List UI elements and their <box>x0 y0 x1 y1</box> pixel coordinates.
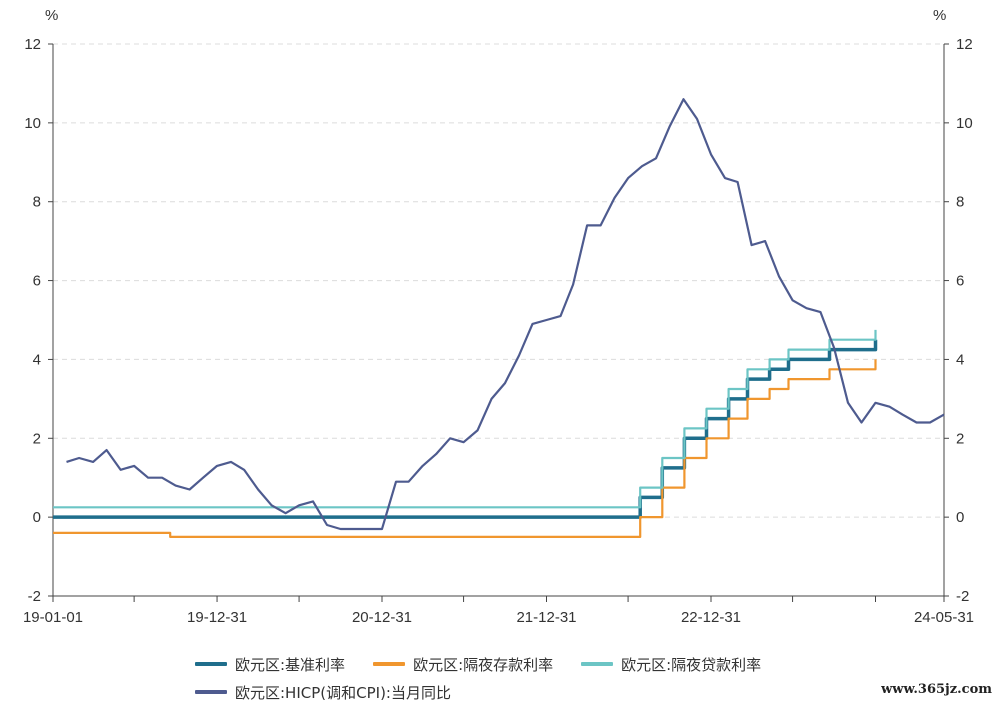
right-y-tick-label: 0 <box>956 509 964 526</box>
legend-label-deposit-rate: 欧元区:隔夜存款利率 <box>413 655 554 674</box>
series-line-3 <box>66 98 945 531</box>
left-y-tick-label: -2 <box>28 588 41 605</box>
legend-swatch-deposit-rate <box>373 662 406 666</box>
right-y-tick-label: 12 <box>956 36 973 53</box>
legend-item-lending-rate: 欧元区:隔夜贷款利率 <box>581 654 761 675</box>
legend: 欧元区:基准利率 欧元区:隔夜存款利率 欧元区:隔夜贷款利率 欧元区:HICP(… <box>195 650 955 706</box>
right-y-tick-label: 8 <box>956 194 964 211</box>
right-y-tick-label: 10 <box>956 115 973 132</box>
legend-row-1: 欧元区:基准利率 欧元区:隔夜存款利率 欧元区:隔夜贷款利率 <box>195 650 955 678</box>
left-y-tick-label: 0 <box>33 509 41 526</box>
right-y-tick-label: 6 <box>956 273 964 290</box>
legend-label-lending-rate: 欧元区:隔夜贷款利率 <box>621 655 762 674</box>
series-line-1 <box>53 359 877 539</box>
right-y-tick-label: 4 <box>956 351 964 368</box>
legend-swatch-lending-rate <box>581 662 614 666</box>
series-lines <box>53 98 945 539</box>
gridlines <box>53 43 944 597</box>
series-line-0 <box>53 339 878 519</box>
x-tick-label: 22-12-31 <box>681 609 741 626</box>
x-tick-label: 19-01-01 <box>23 609 83 626</box>
x-tick-label: 24-05-31 <box>914 609 974 626</box>
legend-row-2: 欧元区:HICP(调和CPI):当月同比 <box>195 678 955 706</box>
left-y-tick-label: 8 <box>33 194 41 211</box>
series-line-2 <box>53 329 877 509</box>
legend-swatch-hicp <box>195 690 227 694</box>
legend-swatch-benchmark-rate <box>195 662 227 666</box>
left-y-tick-label: 6 <box>33 273 41 290</box>
legend-label-benchmark-rate: 欧元区:基准利率 <box>235 655 346 674</box>
legend-item-hicp: 欧元区:HICP(调和CPI):当月同比 <box>195 682 451 703</box>
axis-labels: -2 -2 0 0 2 2 4 4 6 6 8 8 10 10 12 12 19-01-01 19-12-31 20… <box>23 36 974 626</box>
legend-label-hicp: 欧元区:HICP(调和CPI):当月同比 <box>235 683 451 702</box>
right-axis-unit: % <box>933 7 946 24</box>
left-y-tick-label: 12 <box>24 36 41 53</box>
watermark: www.365jz.com <box>881 682 992 697</box>
x-tick-label: 19-12-31 <box>187 609 247 626</box>
left-axis-unit: % <box>45 7 58 24</box>
left-y-tick-label: 4 <box>33 351 41 368</box>
x-tick-label: 21-12-31 <box>516 609 576 626</box>
left-y-tick-label: 10 <box>24 115 41 132</box>
legend-item-benchmark-rate: 欧元区:基准利率 <box>195 654 345 675</box>
right-y-tick-label: 2 <box>956 430 964 447</box>
right-y-tick-label: -2 <box>956 588 969 605</box>
legend-item-deposit-rate: 欧元区:隔夜存款利率 <box>373 654 553 675</box>
axes <box>48 43 949 602</box>
x-tick-label: 20-12-31 <box>352 609 412 626</box>
left-y-tick-label: 2 <box>33 430 41 447</box>
